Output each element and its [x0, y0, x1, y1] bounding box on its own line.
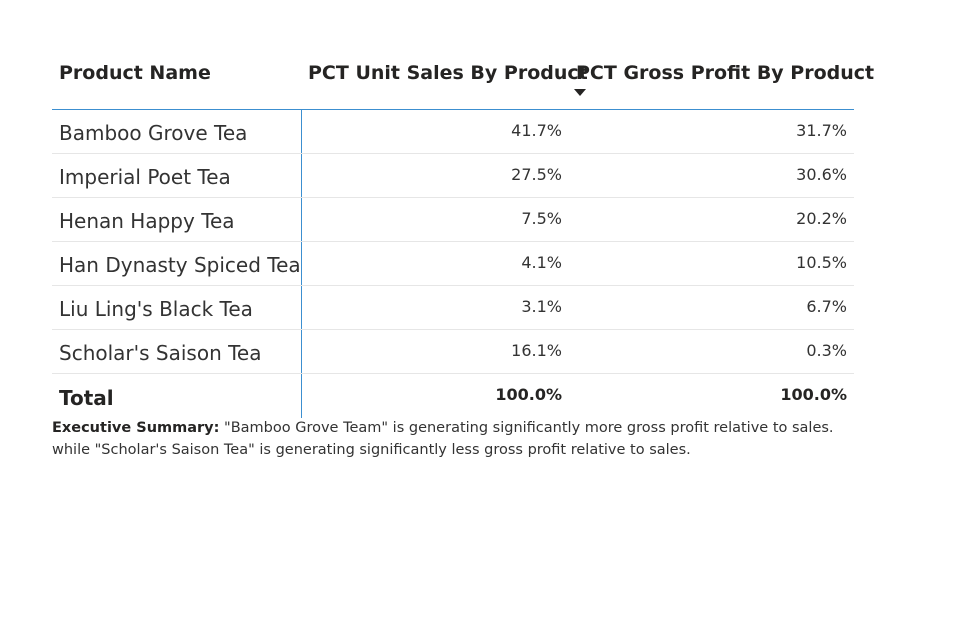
table-row[interactable]: Han Dynasty Spiced Tea 4.1% 10.5% — [52, 241, 854, 286]
gross-profit-cell: 10.5% — [569, 241, 854, 286]
product-name-cell: Imperial Poet Tea — [52, 153, 302, 198]
unit-sales-cell: 4.1% — [301, 241, 569, 286]
product-name-cell: Scholar's Saison Tea — [52, 329, 302, 374]
total-label: Total — [52, 373, 302, 418]
product-name-cell: Liu Ling's Black Tea — [52, 285, 302, 330]
data-table: Product Name PCT Unit Sales By Product P… — [52, 56, 874, 418]
unit-sales-cell: 16.1% — [301, 329, 569, 374]
total-gross-profit: 100.0% — [780, 385, 847, 404]
total-unit-sales: 100.0% — [495, 385, 562, 404]
sort-descending-icon[interactable] — [574, 89, 586, 96]
unit-sales-cell: 7.5% — [301, 197, 569, 242]
table-row[interactable]: Henan Happy Tea 7.5% 20.2% — [52, 197, 854, 242]
total-row: Total 100.0% 100.0% — [52, 373, 854, 418]
table-row[interactable]: Liu Ling's Black Tea 3.1% 6.7% — [52, 285, 854, 330]
product-table: Product Name PCT Unit Sales By Product P… — [52, 56, 874, 418]
table-body: Bamboo Grove Tea 41.7% 31.7% Imperial Poet … — [52, 109, 854, 418]
product-name-cell: Han Dynasty Spiced Tea — [52, 241, 302, 286]
table-row[interactable]: Bamboo Grove Tea 41.7% 31.7% — [52, 109, 854, 154]
unit-sales-cell: 27.5% — [301, 153, 569, 198]
summary-line-1: Executive Summary: "Bamboo Grove Team" i… — [52, 417, 932, 439]
gross-profit-cell: 20.2% — [569, 197, 854, 242]
summary-line-2: while "Scholar's Saison Tea" is generati… — [52, 442, 691, 458]
column-header-pct-gross-profit[interactable]: PCT Gross Profit By Product — [569, 56, 874, 110]
unit-sales-cell: 41.7% — [301, 109, 569, 154]
gross-profit-cell: 31.7% — [569, 109, 854, 154]
column-header-product-name[interactable]: Product Name — [52, 56, 301, 110]
unit-sales-cell: 3.1% — [301, 285, 569, 330]
product-name-cell: Bamboo Grove Tea — [52, 109, 302, 154]
gross-profit-cell: 30.6% — [569, 153, 854, 198]
summary-text-1: "Bamboo Grove Team" is generating signif… — [219, 420, 834, 436]
column-header-pct-unit-sales[interactable]: PCT Unit Sales By Product — [301, 56, 588, 110]
gross-profit-cell: 0.3% — [569, 329, 854, 374]
gross-profit-cell: 6.7% — [569, 285, 854, 330]
summary-label: Executive Summary: — [52, 420, 220, 436]
header-row: Product Name PCT Unit Sales By Product P… — [52, 56, 874, 110]
table-row[interactable]: Scholar's Saison Tea 16.1% 0.3% — [52, 329, 854, 374]
executive-summary: Executive Summary: "Bamboo Grove Team" i… — [52, 417, 932, 461]
table-row[interactable]: Imperial Poet Tea 27.5% 30.6% — [52, 153, 854, 198]
product-name-cell: Henan Happy Tea — [52, 197, 302, 242]
